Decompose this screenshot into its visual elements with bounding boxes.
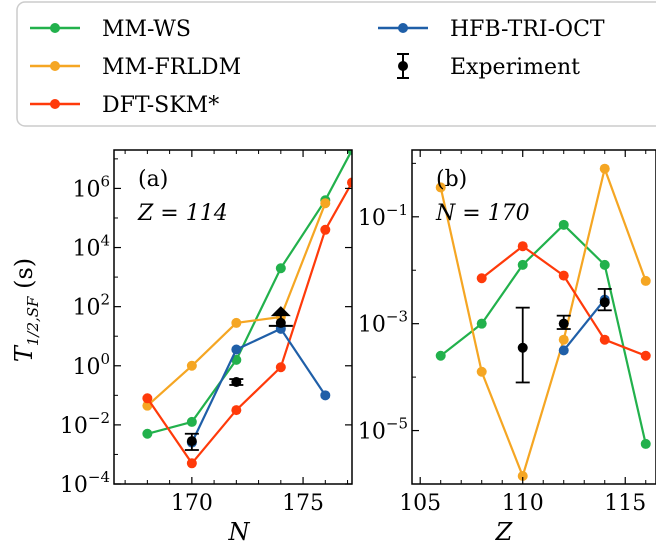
data-point-dft-skm xyxy=(231,405,242,416)
experiment-point xyxy=(515,306,530,384)
y-tick-label: 10−1 xyxy=(358,201,408,231)
legend-label: DFT-SKM* xyxy=(102,93,219,118)
data-point-dft-skm xyxy=(347,177,352,188)
data-point-mm-ws xyxy=(599,259,610,270)
legend-item-dft-skm: DFT-SKM* xyxy=(30,93,219,118)
y-tick-label: 106 xyxy=(72,172,110,202)
data-point-mm-frldm xyxy=(476,366,487,377)
legend-frame xyxy=(16,1,656,127)
data-point-mm-frldm xyxy=(320,198,331,209)
legend-swatch-marker xyxy=(50,99,60,109)
experiment-point xyxy=(556,314,571,330)
data-point-mm-ws xyxy=(558,219,569,230)
data-point-dft-skm xyxy=(142,393,153,404)
series-line-mm-frldm xyxy=(146,202,327,407)
data-point-mm-ws xyxy=(186,416,197,427)
x-axis-label: Z xyxy=(495,518,514,546)
x-tick-label: 175 xyxy=(282,491,324,516)
panel-label: (b) xyxy=(436,167,467,192)
legend-label: HFB-TRI-OCT xyxy=(450,17,605,42)
series-line-mm-ws xyxy=(440,223,647,445)
data-point-dft-skm xyxy=(558,270,569,281)
panel-a: T1/2,SF (s) 170 175 10−4 10−2 100 102 104 106 N (… xyxy=(10,149,353,546)
data-point-hfb-tri-oct xyxy=(558,345,569,356)
series-line-dft-skm xyxy=(146,181,352,466)
x-tick-label: 115 xyxy=(604,491,646,516)
legend-label: MM-FRLDM xyxy=(102,55,241,80)
data-point-dft-skm xyxy=(476,273,487,284)
series-line-hfb-tri-oct xyxy=(562,298,606,352)
plot-area xyxy=(142,150,352,469)
plot-frame xyxy=(113,149,353,485)
y-tick-label: 10−5 xyxy=(358,415,408,445)
data-point-mm-frldm xyxy=(186,360,197,371)
data-point-mm-ws xyxy=(231,354,242,365)
data-point-mm-ws xyxy=(142,428,153,439)
data-point-dft-skm xyxy=(275,362,286,373)
panel-annotation: Z = 114 xyxy=(137,201,228,226)
data-point-mm-frldm xyxy=(599,163,610,174)
data-point-mm-ws xyxy=(275,263,286,274)
data-point-mm-frldm xyxy=(231,317,242,328)
legend-swatch-marker xyxy=(50,61,60,71)
experiment-marker xyxy=(517,342,528,353)
experiment-marker xyxy=(599,297,610,308)
data-point-dft-skm xyxy=(186,458,197,469)
legend-item-hfb-tri-oct: HFB-TRI-OCT xyxy=(378,17,605,42)
plot-frame xyxy=(411,149,656,485)
y-tick-label: 10−2 xyxy=(60,409,110,439)
x-tick-label: 170 xyxy=(171,491,213,516)
experiment-marker xyxy=(231,377,242,388)
legend-item-mm-frldm: MM-FRLDM xyxy=(30,55,241,80)
data-point-mm-ws xyxy=(640,438,651,449)
panel-b: 105 110 115 10−5 10−3 10−1 Z (b) N = 170 xyxy=(358,149,656,546)
legend-item-mm-ws: MM-WS xyxy=(30,17,191,42)
x-tick-label: 110 xyxy=(502,491,544,516)
y-tick-label: 100 xyxy=(72,350,110,380)
legend-item-experiment: Experiment xyxy=(397,53,580,80)
x-tick-label: 105 xyxy=(399,491,441,516)
panel-a-ylabel: T1/2,SF (s) xyxy=(10,258,42,362)
experiment-point xyxy=(229,377,244,388)
data-point-dft-skm xyxy=(640,350,651,361)
legend-swatch-marker xyxy=(50,23,60,33)
experiment-point xyxy=(184,432,199,451)
data-point-mm-ws xyxy=(435,350,446,361)
series-line-mm-ws xyxy=(147,150,352,435)
panel-annotation: N = 170 xyxy=(435,201,530,226)
data-point-mm-ws xyxy=(517,259,528,270)
lower-limit-arrow xyxy=(270,306,291,317)
legend-label: Experiment xyxy=(450,55,580,80)
data-point-dft-skm xyxy=(599,334,610,345)
plot-area xyxy=(435,163,651,481)
legend-swatch-marker xyxy=(398,23,408,33)
data-point-hfb-tri-oct xyxy=(231,344,242,355)
data-point-mm-ws xyxy=(476,318,487,329)
experiment-point xyxy=(597,288,612,312)
y-tick-label: 10−3 xyxy=(358,308,408,338)
y-tick-label: 10−4 xyxy=(60,468,110,498)
series-line-mm-frldm xyxy=(439,164,647,480)
data-point-mm-frldm xyxy=(640,275,651,286)
legend: MM-WS MM-FRLDM DFT-SKM* HFB-TRI-OCT Experime… xyxy=(16,1,656,127)
y-tick-label: 102 xyxy=(72,291,110,321)
experiment-marker xyxy=(275,317,286,328)
experiment-marker xyxy=(186,436,197,447)
data-point-mm-frldm xyxy=(558,334,569,345)
data-point-dft-skm xyxy=(320,224,331,235)
data-point-mm-frldm xyxy=(435,182,446,193)
experiment-point xyxy=(268,306,293,328)
data-point-hfb-tri-oct xyxy=(320,390,331,401)
legend-swatch-marker xyxy=(398,61,408,71)
series-line-hfb-tri-oct xyxy=(190,327,327,444)
panel-label: (a) xyxy=(138,167,168,192)
data-point-dft-skm xyxy=(517,241,528,252)
legend-label: MM-WS xyxy=(102,17,191,42)
x-axis-label: N xyxy=(228,518,251,546)
experiment-marker xyxy=(558,318,569,329)
data-point-mm-frldm xyxy=(517,470,528,481)
y-tick-label: 104 xyxy=(72,232,110,262)
data-point-mm-ws xyxy=(347,150,352,155)
